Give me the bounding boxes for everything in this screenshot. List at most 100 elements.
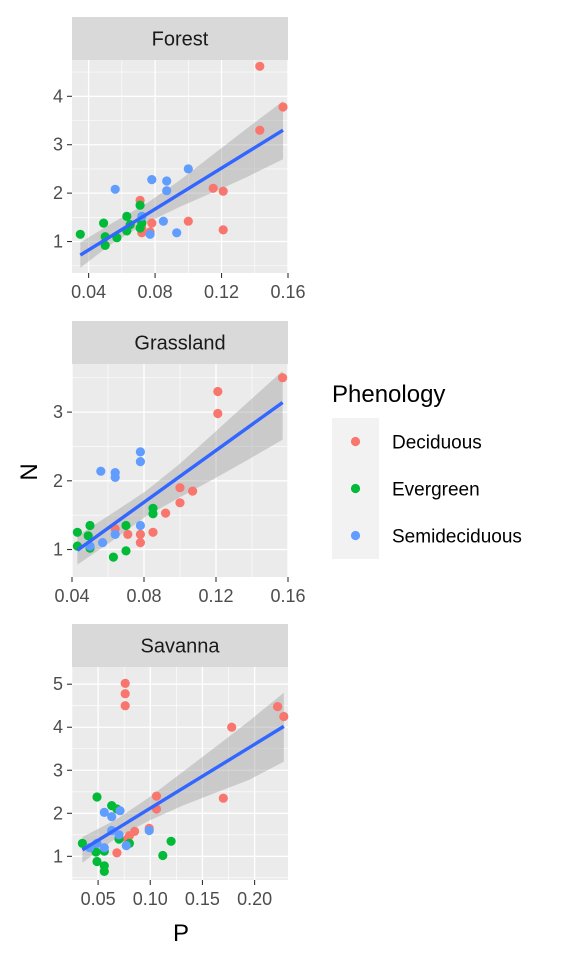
data-point-deciduous <box>218 225 228 235</box>
trend-line <box>79 128 284 257</box>
y-tick-label: 2 <box>53 471 63 491</box>
data-point-deciduous <box>148 527 158 537</box>
legend: Deciduous Evergreen Semideciduous <box>332 418 522 559</box>
facet-strip <box>72 321 288 364</box>
facet-panel-grassland: Grassland 0.04 0.08 0.12 0.16 1 2 3 <box>53 321 306 606</box>
data-point-evergreen <box>108 552 118 562</box>
legend-label: Semideciduous <box>392 527 522 548</box>
data-point-deciduous <box>135 529 145 540</box>
confidence-band <box>77 370 283 565</box>
data-point-deciduous <box>255 61 265 71</box>
data-point-deciduous <box>161 508 171 518</box>
data-point-semideciduous <box>162 186 172 196</box>
data-point-semideciduous <box>135 457 145 467</box>
data-point-deciduous <box>112 848 122 858</box>
data-point-evergreen <box>135 200 145 210</box>
data-point-evergreen <box>158 850 168 861</box>
x-tick-label: 0.20 <box>237 889 272 909</box>
data-point-deciduous <box>151 791 162 801</box>
legend-item-deciduous: Deciduous <box>332 418 482 465</box>
x-tick-label: 0.15 <box>185 889 220 909</box>
legend-key-deciduous <box>350 436 361 447</box>
facet-strip <box>72 17 288 60</box>
y-tick-label: 3 <box>53 135 63 155</box>
legend-title: Phenology <box>332 381 445 408</box>
data-point-semideciduous <box>145 229 155 239</box>
data-point-deciduous <box>227 722 237 732</box>
y-axis-title: N <box>16 463 43 480</box>
data-point-deciduous <box>175 483 185 493</box>
y-tick-label: 4 <box>53 717 63 737</box>
data-point-semideciduous <box>107 812 117 822</box>
x-axis-title: P <box>173 920 189 947</box>
data-point-semideciduous <box>115 806 125 816</box>
legend-label: Evergreen <box>392 480 480 501</box>
data-point-deciduous <box>120 701 130 711</box>
data-point-semideciduous <box>158 216 168 226</box>
x-tick-label: 0.05 <box>81 889 116 909</box>
y-tick-label: 4 <box>53 86 63 106</box>
legend-key-semideciduous <box>350 530 361 541</box>
x-tick-label: 0.08 <box>126 586 161 606</box>
data-point-deciduous <box>213 386 223 397</box>
data-point-deciduous <box>188 486 198 496</box>
data-point-deciduous <box>279 711 289 722</box>
data-point-deciduous <box>175 498 185 508</box>
legend-item-semideciduous: Semideciduous <box>332 512 522 559</box>
facet-strip <box>72 624 288 667</box>
data-point-evergreen <box>121 520 131 531</box>
data-point-semideciduous <box>172 228 182 238</box>
data-point-evergreen <box>99 866 109 877</box>
data-point-deciduous <box>208 183 218 193</box>
data-point-semideciduous <box>96 466 106 476</box>
data-point-deciduous <box>278 373 288 383</box>
data-point-semideciduous <box>110 529 120 540</box>
data-point-deciduous <box>123 529 133 540</box>
data-point-deciduous <box>183 216 193 226</box>
x-tick-label: 0.12 <box>204 282 239 302</box>
data-point-semideciduous <box>99 807 109 818</box>
x-tick-label: 0.10 <box>133 889 168 909</box>
data-point-semideciduous <box>162 176 172 186</box>
data-point-semideciduous <box>98 538 108 548</box>
series-semideciduous <box>85 447 145 551</box>
data-point-evergreen <box>99 218 109 228</box>
data-point-evergreen <box>166 836 176 846</box>
legend-key-evergreen <box>350 483 361 494</box>
data-point-deciduous <box>218 793 228 803</box>
facet-panel-savanna: Savanna 0.05 0.10 0.15 0.20 1 2 3 4 5 <box>53 624 289 909</box>
data-point-semideciduous <box>135 520 145 531</box>
series-semideciduous <box>110 164 193 239</box>
data-point-deciduous <box>213 408 223 419</box>
data-point-semideciduous <box>99 843 109 853</box>
data-point-deciduous <box>120 678 130 689</box>
trend-line <box>81 724 285 852</box>
y-tick-label: 1 <box>53 540 63 560</box>
data-point-evergreen <box>135 223 145 233</box>
facet-strip-label: Grassland <box>134 333 225 355</box>
data-point-semideciduous <box>147 175 157 185</box>
y-tick-label: 1 <box>53 232 63 252</box>
data-point-evergreen <box>75 229 85 239</box>
data-point-evergreen <box>121 546 131 556</box>
data-point-evergreen <box>85 520 95 531</box>
y-tick-label: 1 <box>53 846 63 866</box>
x-tick-label: 0.12 <box>198 586 233 606</box>
facet-panel-forest: Forest 0.04 0.08 0.12 0.16 1 2 3 4 <box>53 17 306 302</box>
x-tick-label: 0.04 <box>71 282 106 302</box>
data-point-evergreen <box>148 503 158 513</box>
data-point-evergreen <box>92 856 102 867</box>
series-deciduous <box>110 373 288 548</box>
trend-line <box>76 401 284 552</box>
data-point-deciduous <box>120 689 130 699</box>
data-point-semideciduous <box>114 830 124 840</box>
data-point-deciduous <box>255 125 265 135</box>
y-tick-label: 3 <box>53 760 63 780</box>
y-tick-label: 5 <box>53 674 63 694</box>
data-point-deciduous <box>273 702 283 712</box>
data-point-deciduous <box>135 538 145 548</box>
data-point-semideciduous <box>135 447 145 457</box>
data-point-semideciduous <box>121 841 131 851</box>
legend-item-evergreen: Evergreen <box>332 465 480 512</box>
